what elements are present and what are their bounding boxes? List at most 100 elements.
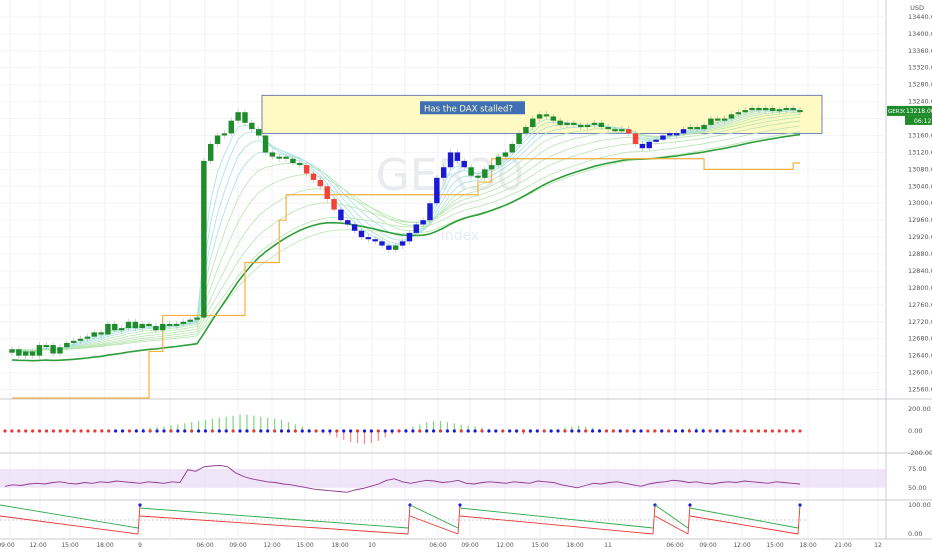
hist-dot-104	[722, 429, 726, 433]
hist-dot-36	[252, 429, 256, 433]
osc-marker-4	[688, 503, 692, 507]
candle-90	[625, 129, 632, 134]
time-tick-19: 12:00	[733, 542, 750, 549]
candle-78	[543, 114, 550, 117]
hist-dot-83	[577, 429, 581, 433]
candle-1	[16, 349, 22, 356]
candle-9	[70, 340, 77, 343]
momentum-pane: 200.00 0.00 -200.00	[3, 405, 932, 457]
price-tick-19: 12680.00	[908, 335, 932, 343]
time-tick-5: 06:00	[196, 542, 213, 549]
hist-dot-9	[65, 429, 69, 433]
osc-reset-2	[457, 504, 461, 535]
candle-7	[57, 347, 63, 354]
ema-ribbon-5	[11, 114, 801, 352]
candle-59	[413, 224, 419, 233]
hist-dot-25	[176, 429, 180, 433]
osc-reset-3	[652, 504, 656, 535]
candle-64	[447, 152, 454, 168]
hist-dot-22	[155, 429, 159, 433]
hist-dot-89	[618, 429, 622, 433]
hist-dot-61	[425, 429, 429, 433]
hist-dot-105	[729, 429, 733, 433]
hist-dot-24	[169, 429, 173, 433]
rsi-pane: 75.00 50.00	[0, 464, 927, 493]
price-tick-2: 13360.00	[908, 47, 932, 55]
candle-11	[84, 336, 91, 339]
candle-112	[776, 109, 783, 112]
candle-55	[386, 245, 392, 250]
candle-96	[667, 133, 673, 136]
candle-38	[269, 152, 276, 157]
hist-dot-34	[238, 429, 242, 433]
candle-22	[160, 323, 166, 331]
time-tick-4: 9	[138, 542, 142, 549]
candle-37	[262, 135, 269, 153]
hist-dot-43	[300, 429, 304, 433]
hist-dot-111	[770, 429, 774, 433]
osc-reset-5	[797, 504, 801, 535]
hist-dot-68	[473, 429, 477, 433]
candle-24	[173, 323, 180, 326]
price-tick-10: 13040.00	[908, 182, 932, 190]
osc-reset-4	[687, 504, 691, 535]
annotation-label-bg	[420, 101, 525, 115]
time-tick-3: 18:00	[96, 542, 113, 549]
price-tick-9: 13080.00	[908, 165, 932, 173]
rsi-band	[0, 469, 886, 488]
time-tick-9: 18:00	[331, 542, 348, 549]
osc-marker-0	[138, 503, 142, 507]
hist-dot-60	[418, 429, 422, 433]
badge-symbol: GER30	[888, 109, 907, 115]
candle-46	[324, 186, 330, 199]
hist-dot-27	[190, 429, 194, 433]
hist-dot-56	[390, 429, 394, 433]
candle-99	[687, 127, 694, 130]
candle-88	[612, 129, 618, 132]
ema-ribbon-8	[11, 125, 801, 351]
osc-red-line	[0, 515, 799, 535]
hist-dot-70	[487, 429, 491, 433]
candle-58	[406, 232, 413, 242]
hist-dot-31	[217, 429, 221, 433]
hist-dot-79	[549, 429, 553, 433]
hist-dot-108	[750, 429, 754, 433]
hist-dot-113	[784, 429, 788, 433]
hist-dot-15	[107, 429, 111, 433]
candle-60	[420, 220, 426, 225]
hist-dot-26	[183, 429, 187, 433]
hist-dot-114	[791, 429, 795, 433]
time-tick-22: 21:00	[834, 542, 851, 549]
candle-105	[728, 114, 735, 119]
candle-41	[290, 158, 296, 164]
hist-dot-33	[231, 429, 235, 433]
hist-dot-40	[279, 429, 284, 433]
candle-39	[276, 156, 282, 159]
candle-68	[475, 175, 481, 178]
hist-tick-1: 0.00	[908, 427, 922, 435]
hist-dot-93	[646, 429, 650, 433]
hist-dot-4	[31, 429, 35, 433]
hist-dot-11	[79, 429, 83, 433]
time-tick-23: 12	[874, 542, 882, 549]
ema-ribbon-0	[11, 108, 801, 355]
hist-dot-57	[397, 429, 401, 433]
ema-ribbon-2	[11, 109, 801, 353]
hist-dot-75	[521, 429, 526, 433]
hist-dot-19	[134, 429, 138, 433]
hist-dot-32	[224, 429, 228, 433]
candle-71	[495, 156, 502, 166]
hist-dot-91	[632, 429, 636, 433]
hist-dot-48	[335, 429, 339, 433]
candle-29	[207, 143, 214, 161]
time-tick-13: 12:00	[496, 542, 513, 549]
candle-67	[468, 167, 474, 176]
candle-72	[502, 152, 509, 157]
osc-tick-0: 100.00	[908, 501, 931, 509]
candle-86	[598, 122, 605, 128]
candle-84	[584, 124, 591, 128]
badge-countdown: 06:12	[914, 118, 931, 125]
candle-83	[578, 124, 584, 128]
